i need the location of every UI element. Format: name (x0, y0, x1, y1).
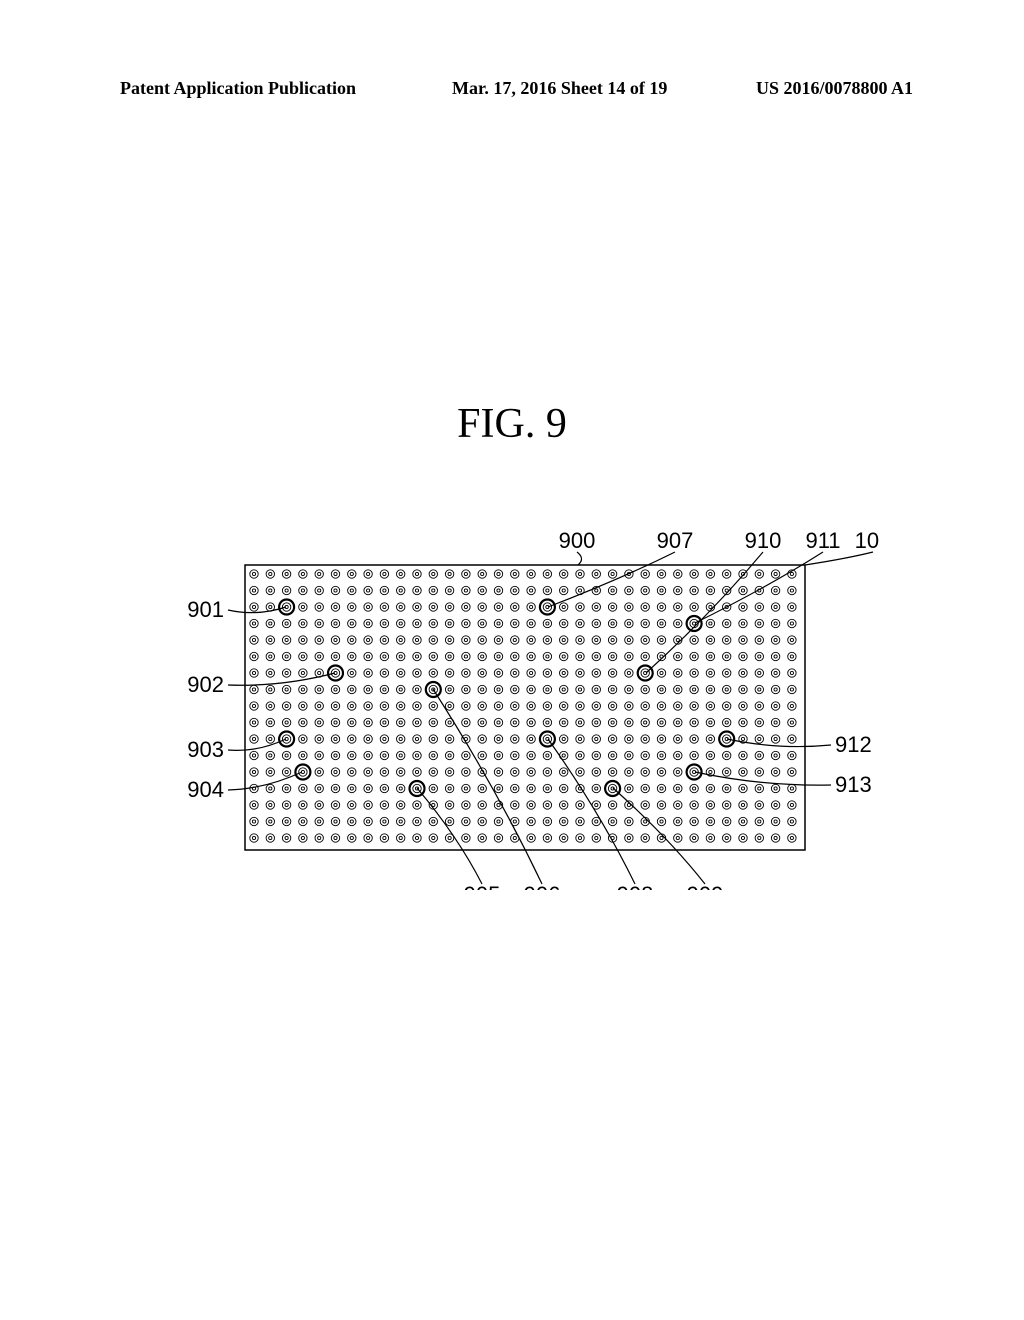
svg-text:100: 100 (855, 528, 880, 553)
svg-text:901: 901 (187, 597, 224, 622)
svg-text:913: 913 (835, 772, 872, 797)
figure-svg: 900 907 910 911 100 901 902 903 904 905 906 908 909 9… (180, 490, 880, 890)
svg-text:908: 908 (617, 882, 654, 890)
header-left: Patent Application Publication (120, 78, 356, 99)
figure-diagram: 900 907 910 911 100 901 902 903 904 905 906 908 909 9… (180, 490, 880, 890)
header-mid: Mar. 17, 2016 Sheet 14 of 19 (452, 78, 667, 99)
svg-text:910: 910 (745, 528, 782, 553)
header-right: US 2016/0078800 A1 (756, 78, 913, 99)
svg-text:904: 904 (187, 777, 224, 802)
svg-text:902: 902 (187, 672, 224, 697)
figure-title: FIG. 9 (0, 400, 1024, 448)
svg-text:905: 905 (464, 882, 501, 890)
svg-text:911: 911 (805, 528, 840, 553)
svg-text:900: 900 (559, 528, 596, 553)
svg-text:912: 912 (835, 732, 872, 757)
svg-text:907: 907 (657, 528, 694, 553)
svg-text:909: 909 (687, 882, 724, 890)
svg-text:903: 903 (187, 737, 224, 762)
svg-text:906: 906 (524, 882, 561, 890)
